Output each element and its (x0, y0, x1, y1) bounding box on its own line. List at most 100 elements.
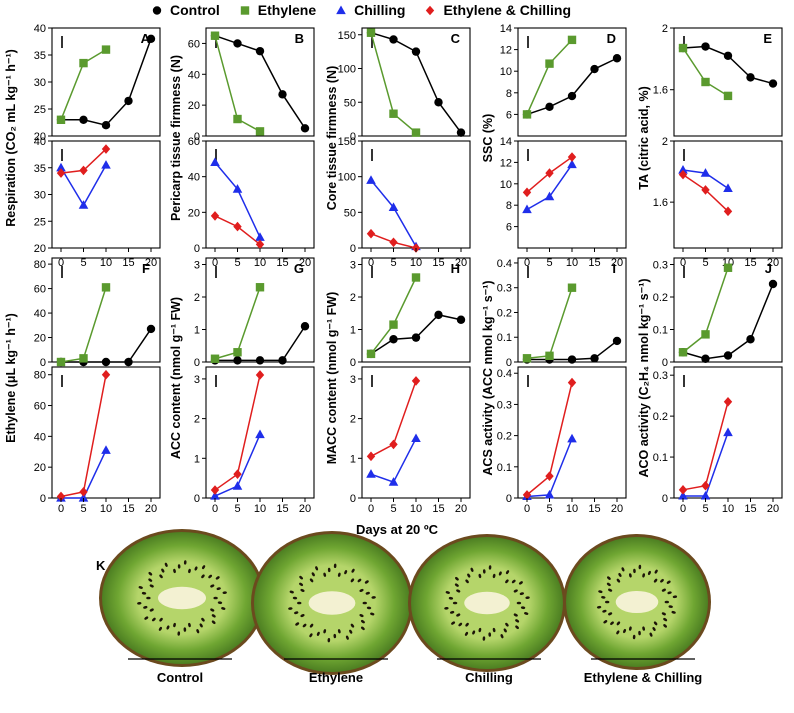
kiwi-seed (455, 576, 459, 581)
kiwi-seed (633, 568, 636, 574)
kiwi-seed (667, 591, 672, 595)
y-axis-label: Core tissue firmness (N) (325, 66, 339, 210)
legend-marker-triangle (336, 5, 346, 15)
kiwi-seed (359, 614, 364, 618)
kiwi-seed (194, 566, 198, 571)
y-tick-label: 1 (194, 325, 200, 337)
kiwi-seed (188, 622, 191, 628)
kiwi-seed (661, 588, 666, 592)
kiwi-seed (350, 623, 355, 628)
data-point-ethylene (389, 109, 398, 118)
y-tick-label: 0.4 (497, 258, 512, 270)
kiwi-seed (505, 570, 510, 575)
kiwi-seed (316, 631, 320, 636)
y-tick-label: 35 (34, 163, 46, 175)
y-tick-label: 12 (500, 45, 512, 57)
panel-letter: G (294, 261, 304, 276)
data-point-control (233, 39, 242, 48)
y-tick-label: 2 (662, 23, 668, 35)
kiwi-seed (492, 573, 496, 579)
kiwi-seed (177, 564, 181, 569)
y-tick-label: 80 (34, 259, 46, 271)
subplot-bottom: 0 1 2 3 (194, 366, 315, 505)
x-tick-label: 5 (234, 503, 240, 515)
kiwi-seed (478, 573, 482, 579)
kiwi-seed (482, 636, 486, 641)
y-axis-label: ACO activity (C₂H₄ nmol kg⁻¹ s⁻¹) (637, 278, 651, 477)
x-tick-label: 0 (368, 503, 374, 515)
y-axis-label: Respiration (CO₂ mL kg⁻¹ h⁻¹) (4, 49, 18, 227)
x-tick-label: 5 (390, 503, 396, 515)
kiwi-seed (445, 591, 450, 594)
data-point-ethylene-and-chilling (545, 471, 554, 481)
y-tick-label: 8 (506, 88, 512, 100)
x-tick-label: 15 (122, 257, 134, 269)
kiwi-seed (359, 588, 364, 592)
kiwi-seed (638, 630, 641, 636)
legend-marker (426, 5, 435, 16)
kiwi-seed (211, 620, 216, 625)
legend-marker-diamond (426, 5, 435, 16)
kiwi-seed (629, 626, 632, 631)
kiwi-seed (492, 627, 496, 633)
kiwi-seed (217, 601, 223, 605)
y-tick-label: 40 (188, 172, 200, 184)
kiwi-seed (456, 589, 461, 593)
data-point-ethylene (366, 349, 376, 359)
data-point-control (612, 336, 622, 346)
kiwi-seed (208, 574, 212, 579)
data-point-ethylene-and-chilling (701, 185, 710, 195)
kiwi-seed (294, 611, 299, 615)
kiwi-seed (302, 623, 307, 628)
subplot-top: 0 0.1 0.2 0.3 (653, 257, 783, 369)
kiwi-seed (166, 625, 170, 630)
kiwi-seed (215, 576, 220, 580)
kiwi-seed (470, 567, 474, 572)
legend-label: Control (170, 2, 220, 18)
y-tick-label: 0.2 (497, 307, 512, 319)
plot-frame (673, 257, 783, 363)
kiwi-seed (300, 588, 305, 592)
kiwi-seed (161, 568, 165, 573)
y-tick-label: 20 (34, 333, 46, 345)
kiwi-seed (664, 600, 670, 604)
kiwi-seed (520, 606, 526, 610)
kiwi-seed (164, 562, 168, 567)
data-point-chilling (522, 204, 532, 214)
data-point-control (300, 124, 310, 133)
y-tick-label: 20 (34, 243, 46, 255)
y-tick-label: 0 (194, 131, 200, 143)
x-tick-label: 15 (744, 257, 756, 269)
x-tick-label: 15 (588, 503, 600, 515)
x-tick-label: 10 (566, 503, 578, 515)
legend-item-ethylene-and-chilling: Ethylene & Chilling (423, 2, 571, 18)
data-point-ethylene-and-chilling (701, 480, 710, 491)
y-tick-label: 2 (194, 292, 200, 304)
data-point-control (746, 73, 755, 82)
data-point-control (146, 324, 156, 334)
kiwi-seed (663, 624, 667, 628)
kiwi-seed (505, 579, 509, 584)
kiwi-seed (222, 591, 227, 595)
y-tick-label: 10 (500, 179, 512, 191)
kiwi-seed (671, 610, 676, 614)
kiwi-seed (456, 613, 461, 617)
y-tick-label: 0 (40, 493, 46, 505)
y-tick-label: 3 (194, 374, 200, 386)
kiwi-seed (177, 631, 181, 636)
kiwi-seed (672, 595, 678, 599)
kiwi-seed (149, 584, 154, 588)
x-tick-label: 10 (722, 503, 734, 515)
data-point-chilling (366, 469, 376, 478)
kiwi-seed (309, 633, 313, 638)
kiwi-seed (141, 591, 147, 595)
panel-letter: B (295, 31, 304, 46)
data-point-ethylene-and-chilling (567, 152, 577, 162)
kiwi-seed (327, 637, 331, 643)
y-tick-label: 80 (34, 370, 46, 382)
legend-label: Ethylene & Chilling (443, 2, 572, 18)
y-tick-label: 60 (188, 38, 200, 50)
y-tick-label: 40 (34, 431, 46, 443)
